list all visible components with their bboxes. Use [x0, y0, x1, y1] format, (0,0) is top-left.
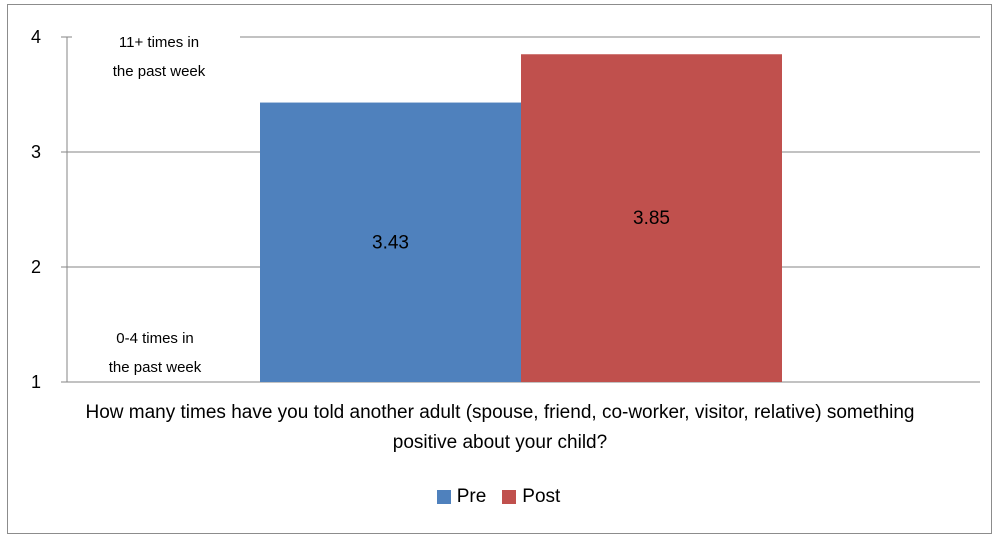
legend-label-post: Post [522, 486, 561, 507]
value-label-post: 3.85 [633, 208, 670, 229]
annotation-top-bg [72, 22, 240, 82]
legend-label-pre: Pre [456, 486, 487, 507]
y-tick-label-3: 3 [31, 142, 41, 162]
legend-item-post: Post [502, 486, 560, 508]
annotation-top-line1: 11+ times in [119, 34, 199, 51]
legend: Pre Post [0, 486, 997, 508]
value-labels: 3.43 3.85 [372, 208, 670, 253]
bar-pre [260, 102, 521, 383]
y-tick-label-4: 4 [31, 27, 41, 47]
bars [260, 54, 782, 383]
y-ticks: 1 2 3 4 [31, 27, 67, 392]
bar-post [521, 54, 782, 382]
y-tick-label-1: 1 [31, 372, 41, 392]
legend-item-pre: Pre [436, 486, 487, 508]
y-tick-label-2: 2 [31, 257, 41, 277]
annotation-bottom-line2: the past week [109, 359, 202, 376]
legend-swatch-pre [436, 490, 451, 504]
legend-swatch-post [502, 490, 517, 504]
annotation-top-line2: the past week [113, 63, 206, 80]
annotation-bottom-bg [72, 318, 240, 378]
annotation-bottom-line1: 0-4 times in [116, 330, 194, 347]
x-axis-label: How many times have you told another adu… [85, 402, 915, 453]
value-label-pre: 3.43 [372, 232, 409, 253]
